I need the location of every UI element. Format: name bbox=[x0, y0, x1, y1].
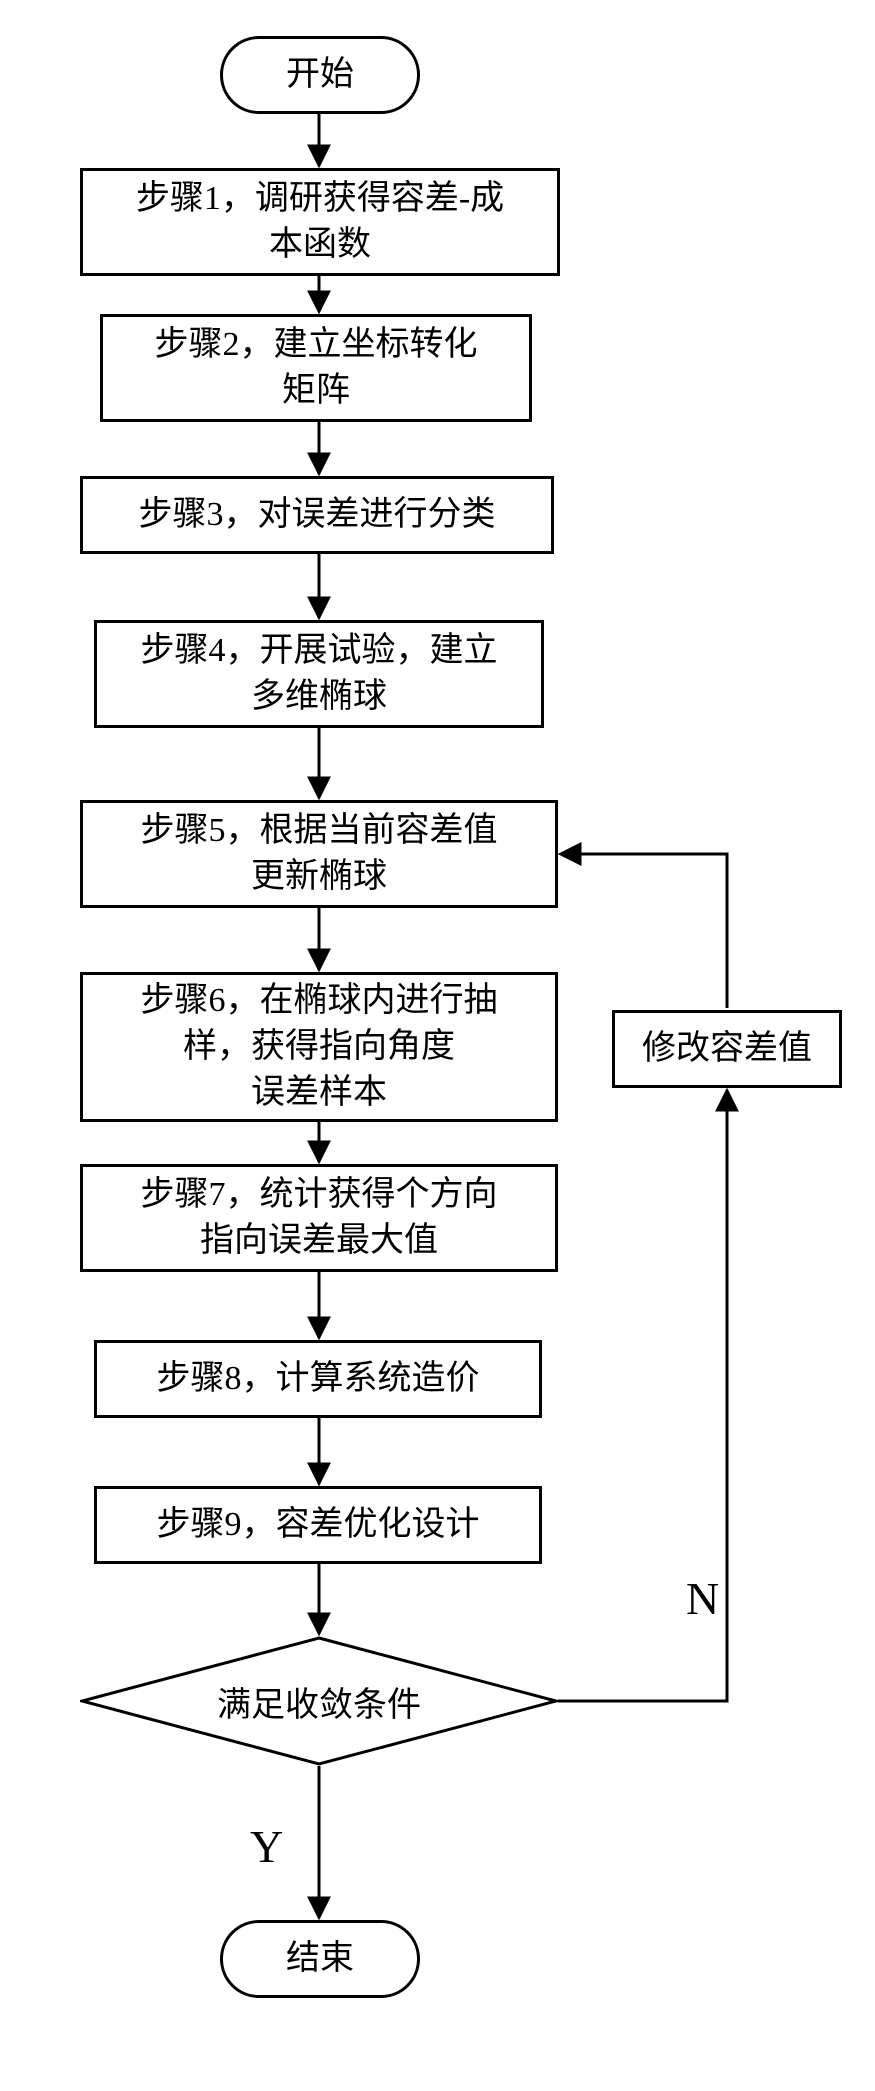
step2-label: 步骤2，建立坐标转化矩阵 bbox=[155, 322, 478, 414]
end-node: 结束 bbox=[220, 1920, 420, 1998]
decision-label: 满足收敛条件 bbox=[217, 1677, 421, 1726]
step5-node: 步骤5，根据当前容差值更新椭球 bbox=[80, 800, 558, 908]
step7-label: 步骤7，统计获得个方向指向误差最大值 bbox=[141, 1172, 498, 1264]
start-node: 开始 bbox=[220, 36, 420, 114]
step6-node: 步骤6，在椭球内进行抽样，获得指向角度误差样本 bbox=[80, 972, 558, 1122]
modify-node: 修改容差值 bbox=[612, 1010, 842, 1088]
step5-label: 步骤5，根据当前容差值更新椭球 bbox=[141, 808, 498, 900]
end-label: 结束 bbox=[286, 1936, 354, 1982]
step9-label: 步骤9，容差优化设计 bbox=[157, 1502, 480, 1548]
decision-node: 满足收敛条件 bbox=[80, 1636, 558, 1766]
step3-node: 步骤3，对误差进行分类 bbox=[80, 476, 554, 554]
step6-label: 步骤6，在椭球内进行抽样，获得指向角度误差样本 bbox=[141, 978, 498, 1116]
step1-label: 步骤1，调研获得容差-成本函数 bbox=[136, 176, 504, 268]
step3-label: 步骤3，对误差进行分类 bbox=[139, 492, 496, 538]
edge-label-y: Y bbox=[250, 1820, 283, 1873]
step9-node: 步骤9，容差优化设计 bbox=[94, 1486, 542, 1564]
step7-node: 步骤7，统计获得个方向指向误差最大值 bbox=[80, 1164, 558, 1272]
step4-label: 步骤4，开展试验，建立多维椭球 bbox=[141, 628, 498, 720]
step4-node: 步骤4，开展试验，建立多维椭球 bbox=[94, 620, 544, 728]
step8-label: 步骤8，计算系统造价 bbox=[157, 1356, 480, 1402]
modify-label: 修改容差值 bbox=[642, 1026, 812, 1072]
step2-node: 步骤2，建立坐标转化矩阵 bbox=[100, 314, 532, 422]
step1-node: 步骤1，调研获得容差-成本函数 bbox=[80, 168, 560, 276]
step8-node: 步骤8，计算系统造价 bbox=[94, 1340, 542, 1418]
start-label: 开始 bbox=[286, 52, 354, 98]
edge-label-n: N bbox=[686, 1572, 719, 1625]
